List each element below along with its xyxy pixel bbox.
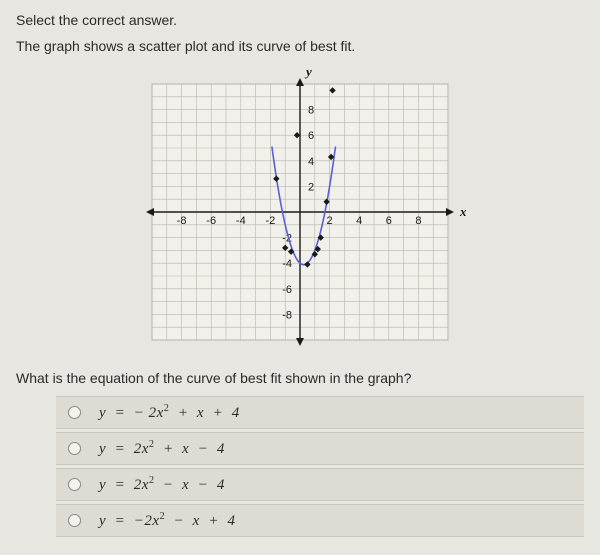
radio-icon <box>68 478 81 491</box>
option-d[interactable]: y = −2x2 − x + 4 <box>56 504 584 537</box>
svg-text:4: 4 <box>356 215 362 227</box>
svg-text:-6: -6 <box>206 215 216 227</box>
svg-text:x: x <box>459 204 467 219</box>
option-label: y = −2x2 − x + 4 <box>99 511 235 530</box>
option-b[interactable]: y = 2x2 + x − 4 <box>56 432 584 465</box>
svg-text:-4: -4 <box>282 258 292 270</box>
option-label: y = − 2x2 + x + 4 <box>99 403 240 422</box>
svg-text:4: 4 <box>308 156 314 168</box>
description-text: The graph shows a scatter plot and its c… <box>16 38 584 54</box>
radio-icon <box>68 514 81 527</box>
svg-text:-2: -2 <box>266 215 276 227</box>
instruction-text: Select the correct answer. <box>16 12 584 28</box>
svg-text:8: 8 <box>415 215 421 227</box>
svg-text:-6: -6 <box>282 284 292 296</box>
svg-text:y: y <box>304 64 312 79</box>
svg-text:6: 6 <box>308 130 314 142</box>
radio-icon <box>68 406 81 419</box>
radio-icon <box>68 442 81 455</box>
scatter-plot-chart: -8-6-4-22468-8-6-4-22468xy <box>130 62 470 362</box>
svg-text:-8: -8 <box>177 215 187 227</box>
option-a[interactable]: y = − 2x2 + x + 4 <box>56 396 584 429</box>
option-c[interactable]: y = 2x2 − x − 4 <box>56 468 584 501</box>
question-text: What is the equation of the curve of bes… <box>16 370 584 386</box>
svg-text:-4: -4 <box>236 215 246 227</box>
option-label: y = 2x2 − x − 4 <box>99 475 225 494</box>
svg-text:8: 8 <box>308 105 314 117</box>
graph-container: -8-6-4-22468-8-6-4-22468xy <box>16 62 584 362</box>
option-label: y = 2x2 + x − 4 <box>99 439 225 458</box>
svg-text:2: 2 <box>308 181 314 193</box>
svg-text:2: 2 <box>327 215 333 227</box>
svg-text:-8: -8 <box>282 309 292 321</box>
options-list: y = − 2x2 + x + 4 y = 2x2 + x − 4 y = 2x… <box>16 396 584 537</box>
svg-text:6: 6 <box>386 215 392 227</box>
